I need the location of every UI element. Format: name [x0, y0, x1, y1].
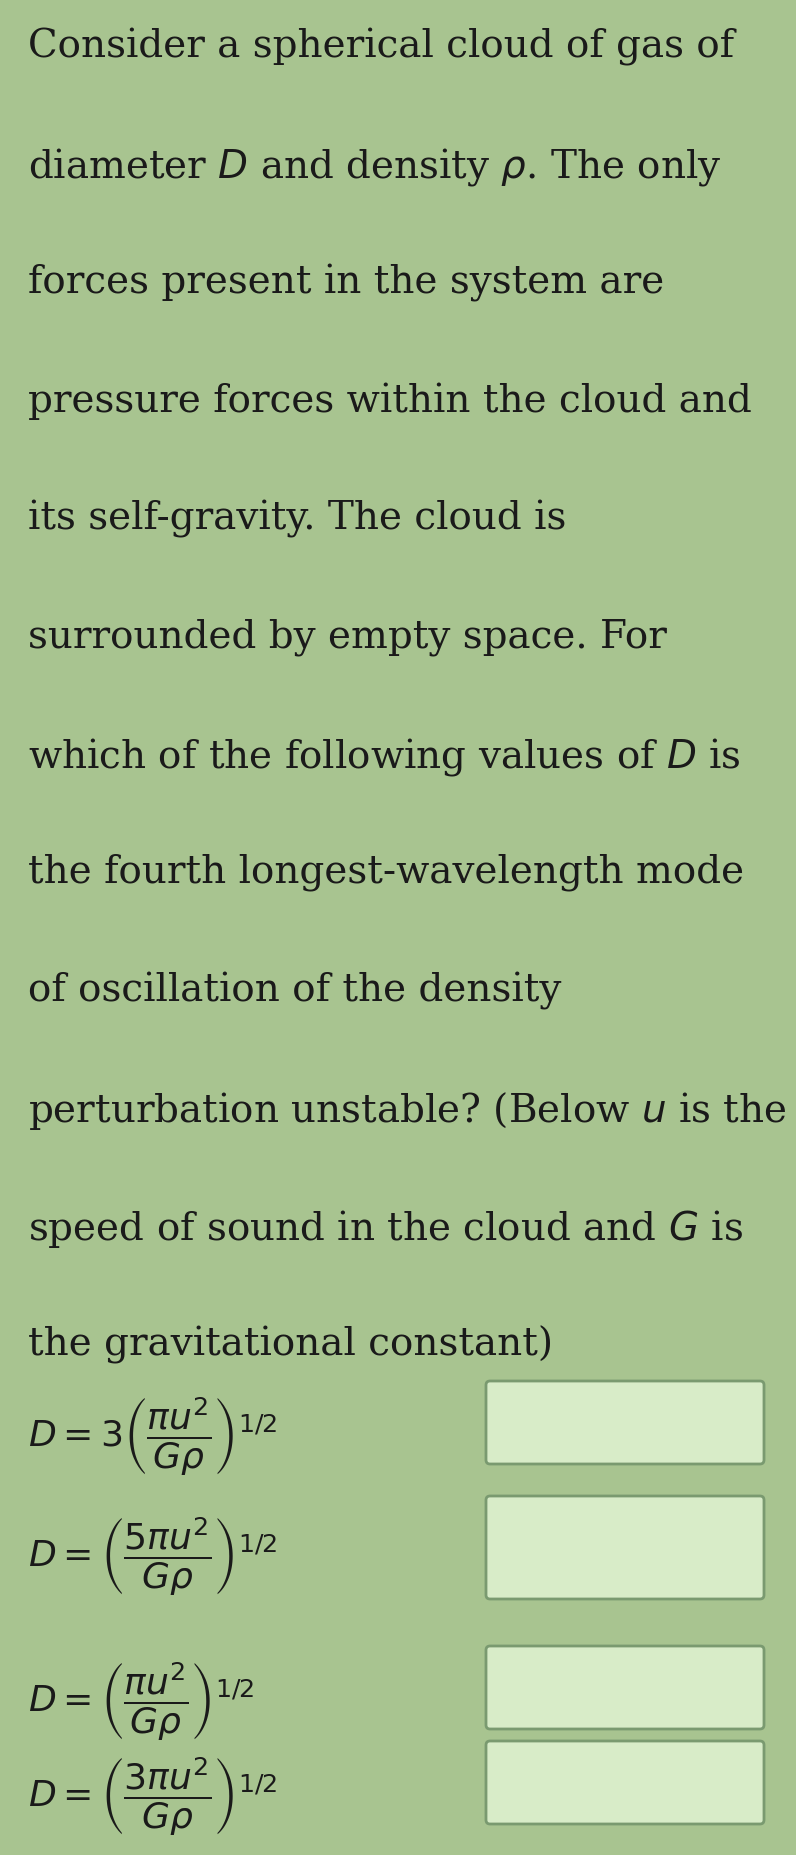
Text: $D = \left(\dfrac{\pi u^2}{G\rho}\right)^{1/2}$: $D = \left(\dfrac{\pi u^2}{G\rho}\right)…: [28, 1658, 255, 1742]
Text: which of the following values of $D$ is: which of the following values of $D$ is: [28, 736, 741, 777]
Text: $D = \left(\dfrac{3\pi u^2}{G\rho}\right)^{1/2}$: $D = \left(\dfrac{3\pi u^2}{G\rho}\right…: [28, 1755, 278, 1836]
Text: surrounded by empty space. For: surrounded by empty space. For: [28, 618, 667, 655]
Text: the fourth longest-wavelength mode: the fourth longest-wavelength mode: [28, 853, 744, 890]
FancyBboxPatch shape: [486, 1382, 764, 1464]
FancyBboxPatch shape: [486, 1497, 764, 1599]
Text: of oscillation of the density: of oscillation of the density: [28, 972, 561, 1009]
Text: $D = \left(\dfrac{5\pi u^2}{G\rho}\right)^{1/2}$: $D = \left(\dfrac{5\pi u^2}{G\rho}\right…: [28, 1514, 278, 1595]
Text: speed of sound in the cloud and $G$ is: speed of sound in the cloud and $G$ is: [28, 1208, 743, 1248]
Text: its self-gravity. The cloud is: its self-gravity. The cloud is: [28, 499, 567, 538]
Text: Consider a spherical cloud of gas of: Consider a spherical cloud of gas of: [28, 28, 734, 67]
Text: the gravitational constant): the gravitational constant): [28, 1324, 553, 1363]
FancyBboxPatch shape: [486, 1645, 764, 1729]
Text: $D = 3\left(\dfrac{\pi u^2}{G\rho}\right)^{1/2}$: $D = 3\left(\dfrac{\pi u^2}{G\rho}\right…: [28, 1395, 278, 1477]
FancyBboxPatch shape: [486, 1742, 764, 1823]
Text: forces present in the system are: forces present in the system are: [28, 263, 664, 302]
Text: pressure forces within the cloud and: pressure forces within the cloud and: [28, 382, 752, 419]
Text: perturbation unstable? (Below $u$ is the: perturbation unstable? (Below $u$ is the: [28, 1089, 786, 1132]
Text: diameter $D$ and density $\rho$. The only: diameter $D$ and density $\rho$. The onl…: [28, 147, 721, 187]
